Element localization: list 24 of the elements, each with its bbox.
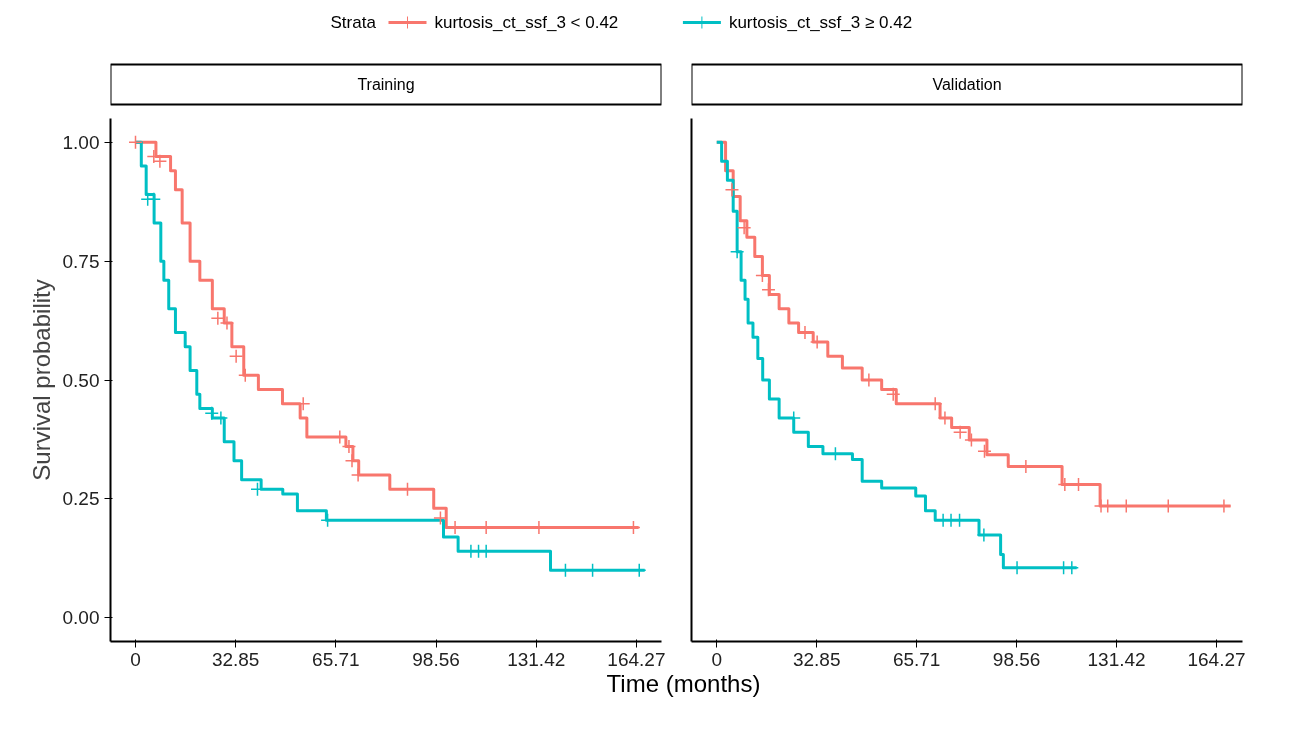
y-tick-label: 1.00 bbox=[62, 131, 100, 153]
x-tick-label: 32.85 bbox=[792, 648, 841, 670]
y-axis-title: Survival probability bbox=[27, 279, 55, 481]
x-tick-label: 32.85 bbox=[211, 648, 260, 670]
y-tick-label: 0.25 bbox=[62, 488, 100, 510]
chart-title: Validation bbox=[932, 76, 1002, 93]
y-tick-label: 0.75 bbox=[62, 250, 100, 272]
x-tick-label: 65.71 bbox=[892, 648, 941, 670]
x-axis-title: Time (months) bbox=[606, 670, 761, 697]
x-tick-label: 0 bbox=[130, 648, 141, 670]
y-tick-label: 0.00 bbox=[62, 607, 100, 629]
x-tick-label: 65.71 bbox=[312, 648, 360, 670]
legend-label: kurtosis_ct_ssf_3 < 0.42 bbox=[434, 13, 619, 32]
x-tick-label: 0 bbox=[711, 648, 723, 670]
x-tick-label: 131.42 bbox=[507, 648, 566, 670]
x-tick-label: 98.56 bbox=[992, 648, 1041, 670]
x-tick-label: 164.27 bbox=[1187, 648, 1246, 670]
legend-label: kurtosis_ct_ssf_3 ≥ 0.42 bbox=[728, 13, 913, 32]
y-tick-label: 0.50 bbox=[62, 369, 100, 391]
x-tick-label: 164.27 bbox=[607, 648, 666, 670]
x-tick-label: 98.56 bbox=[412, 648, 460, 670]
chart-title: Training bbox=[357, 76, 415, 93]
x-tick-label: 131.42 bbox=[1087, 648, 1146, 670]
legend-title: Strata bbox=[330, 13, 377, 32]
